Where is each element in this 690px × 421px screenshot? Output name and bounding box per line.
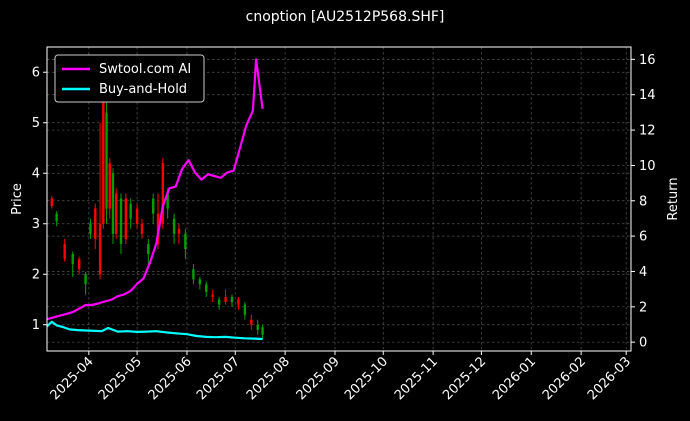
candle-body: [177, 228, 181, 234]
candle-body: [129, 203, 132, 219]
candlesticks: [50, 67, 264, 339]
candle-body: [237, 299, 240, 305]
candle-body: [114, 193, 118, 234]
x-tick-label: 2025-05: [96, 354, 145, 403]
candle-body: [105, 112, 108, 209]
candle-body: [250, 319, 253, 325]
y-axis-left-label: Price: [10, 183, 25, 215]
x-tick-label: 2026-01: [490, 354, 539, 403]
candle-body: [151, 198, 155, 214]
candle-body: [71, 254, 74, 265]
right-tick-label: 2: [639, 300, 647, 315]
candle-body: [98, 223, 102, 275]
left-tick-label: 5: [32, 116, 40, 131]
candle-body: [161, 163, 165, 224]
y-axis-right-label: Return: [666, 177, 681, 220]
left-tick-label: 6: [32, 66, 40, 81]
legend-box: [54, 54, 205, 103]
right-tick-label: 12: [639, 124, 656, 139]
x-tick-label: 2025-08: [244, 354, 293, 403]
candle-body: [147, 243, 150, 255]
candle-body: [102, 77, 105, 224]
candle-body: [256, 324, 259, 330]
series-line-swtool-com-ai: [46, 58, 264, 321]
candle-body: [124, 198, 128, 239]
candle-body: [77, 259, 81, 270]
left-tick-label: 3: [32, 217, 40, 232]
candle-body: [63, 243, 66, 260]
x-tick-label: 2025-07: [194, 354, 243, 403]
x-tick-label: 2025-11: [392, 354, 441, 403]
candle-body: [243, 304, 247, 315]
x-tick-label: 2025-10: [342, 354, 391, 403]
candle-body: [172, 218, 176, 234]
series-line-buy-and-hold: [46, 320, 263, 341]
right-tick-label: 6: [639, 230, 647, 245]
plot-frame: [46, 46, 632, 352]
left-tick-label: 4: [32, 167, 40, 182]
x-tick-label: 2026-02: [540, 354, 589, 403]
x-tick-label: 2025-09: [294, 354, 343, 403]
left-tick-label: 1: [32, 318, 40, 333]
candle-body: [89, 223, 92, 234]
candle-body: [84, 274, 87, 285]
candle-body: [135, 208, 139, 224]
candle-body: [111, 173, 115, 234]
candle-body: [55, 213, 58, 222]
candle-body: [198, 279, 202, 285]
right-tick-label: 0: [639, 336, 647, 351]
candle-body: [217, 299, 221, 305]
candle-body: [211, 294, 214, 297]
x-tick-label: 2025-12: [440, 354, 489, 403]
legend: Swtool.com AI Buy-and-Hold: [54, 54, 205, 103]
candle-body: [192, 269, 195, 280]
candle-body: [119, 198, 123, 244]
right-tick-label: 4: [639, 265, 647, 280]
candle-body: [224, 296, 227, 303]
x-tick-label: 2025-06: [146, 354, 195, 403]
x-tick-label: 2025-04: [48, 354, 97, 403]
candle-body: [230, 296, 234, 303]
x-tick-label: 2026-03: [585, 354, 634, 403]
right-tick-label: 8: [639, 194, 647, 209]
candle-body: [50, 198, 54, 207]
right-tick-label: 10: [639, 159, 656, 174]
left-tick-label: 2: [32, 268, 40, 283]
right-tick-label: 16: [639, 53, 656, 68]
candle-body: [108, 163, 111, 209]
series-lines: [46, 58, 264, 341]
candle-body: [205, 284, 208, 292]
candle-body: [184, 233, 187, 249]
right-tick-label: 14: [639, 88, 656, 103]
legend-label-buy-and-hold: Buy-and-Hold: [99, 82, 187, 97]
candle-body: [261, 327, 264, 335]
candle-body: [140, 223, 144, 234]
candle-body: [94, 208, 97, 239]
chart-title: cnoption [AU2512P568.SHF]: [246, 9, 445, 25]
legend-label-swtool: Swtool.com AI: [99, 62, 191, 77]
candle-body: [166, 193, 169, 209]
